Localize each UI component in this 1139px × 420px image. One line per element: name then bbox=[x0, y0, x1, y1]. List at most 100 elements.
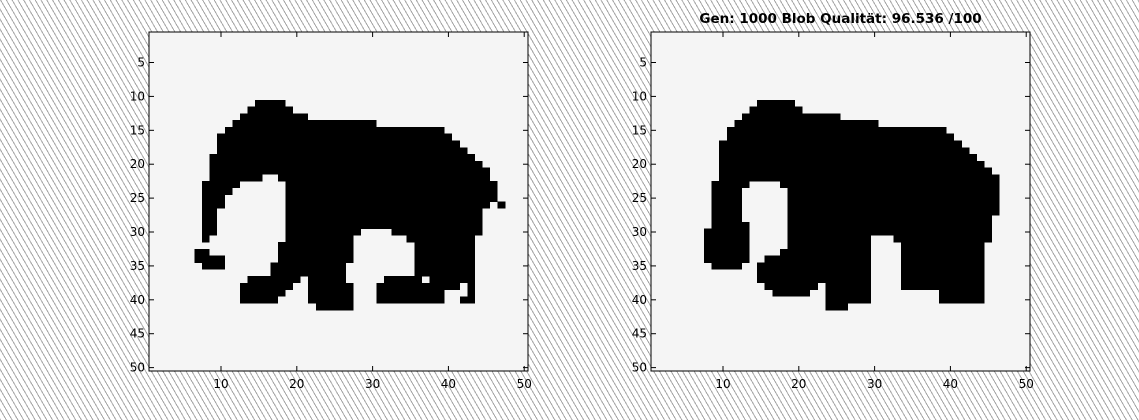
x-tick-label: 20 bbox=[791, 377, 806, 391]
filled-cell-run bbox=[704, 242, 750, 250]
filled-cell-run bbox=[467, 282, 475, 290]
filled-cell-run bbox=[726, 133, 955, 141]
filled-cell-run bbox=[787, 201, 1000, 209]
filled-cell-run bbox=[825, 289, 871, 297]
filled-cell-run bbox=[939, 296, 985, 304]
filled-cell-run bbox=[787, 187, 1000, 196]
filled-cell-run bbox=[711, 194, 742, 202]
filled-cell-run bbox=[202, 201, 225, 209]
filled-cell-run bbox=[277, 255, 354, 263]
filled-cell-run bbox=[719, 174, 1000, 182]
filled-cell-run bbox=[224, 126, 445, 134]
x-tick-label: 30 bbox=[365, 377, 380, 391]
y-tick-label: 15 bbox=[130, 123, 145, 137]
filled-cell-run bbox=[202, 262, 225, 270]
filled-cell-run bbox=[787, 221, 993, 229]
filled-cell-run bbox=[429, 276, 475, 284]
filled-cell-run bbox=[787, 228, 993, 236]
filled-cell-run bbox=[285, 208, 483, 216]
filled-cell-run bbox=[285, 201, 491, 209]
x-tick-label: 40 bbox=[441, 377, 456, 391]
filled-cell-run bbox=[497, 201, 506, 209]
filled-cell-run bbox=[825, 296, 871, 304]
filled-cell-run bbox=[232, 120, 377, 128]
filled-cell-run bbox=[711, 187, 742, 196]
chart-title: Gen: 1000 Blob Qualität: 96.536 /100 bbox=[699, 11, 981, 27]
filled-cell-run bbox=[901, 276, 985, 284]
filled-cell-run bbox=[719, 140, 962, 148]
y-tick-label: 50 bbox=[632, 361, 647, 375]
filled-cell-run bbox=[414, 262, 475, 270]
filled-cell-run bbox=[285, 235, 354, 243]
filled-cell-run bbox=[194, 255, 225, 263]
filled-cell-run bbox=[239, 296, 278, 304]
filled-cell-run bbox=[779, 181, 1000, 189]
filled-cell-run bbox=[414, 255, 475, 263]
filled-cell-run bbox=[406, 235, 475, 243]
filled-cell-run bbox=[901, 269, 985, 277]
filled-cell-run bbox=[270, 269, 347, 277]
filled-cell-run bbox=[901, 255, 985, 263]
y-tick-label: 20 bbox=[632, 157, 647, 171]
left-plot: 10 20 30 40 50 5 10 15 20 25 30 35 40 45 50 bbox=[130, 31, 532, 391]
filled-cell-run bbox=[787, 242, 871, 250]
y-tick-label: 40 bbox=[632, 293, 647, 307]
y-tick-label: 35 bbox=[130, 259, 145, 273]
filled-cell-run bbox=[277, 248, 354, 257]
filled-cell-run bbox=[376, 296, 445, 304]
filled-cell-run bbox=[719, 160, 985, 168]
filled-cell-run bbox=[270, 262, 347, 270]
filled-cell-run bbox=[704, 255, 750, 263]
y-tick-label: 25 bbox=[632, 191, 647, 205]
filled-cell-run bbox=[285, 181, 498, 189]
filled-cell-run bbox=[704, 248, 750, 257]
filled-cell-run bbox=[247, 106, 294, 114]
filled-cell-run bbox=[255, 99, 286, 107]
filled-cell-run bbox=[209, 160, 483, 168]
y-tick-label: 25 bbox=[130, 191, 145, 205]
filled-cell-run bbox=[391, 228, 483, 236]
filled-cell-run bbox=[741, 113, 841, 121]
filled-cell-run bbox=[893, 235, 993, 243]
filled-cell-run bbox=[825, 303, 849, 311]
filled-cell-run bbox=[787, 215, 993, 223]
filled-cell-run bbox=[383, 276, 422, 284]
y-tick-label: 15 bbox=[632, 123, 647, 137]
filled-cell-run bbox=[277, 242, 354, 250]
filled-cell-run bbox=[376, 282, 460, 290]
filled-cell-run bbox=[217, 140, 460, 148]
y-tick-label: 40 bbox=[130, 293, 145, 307]
filled-cell-run bbox=[202, 208, 218, 216]
x-tick-label: 10 bbox=[213, 377, 228, 391]
filled-cell-run bbox=[757, 269, 871, 277]
filled-cell-run bbox=[711, 215, 742, 223]
filled-cell-run bbox=[202, 235, 210, 243]
filled-cell-run bbox=[757, 276, 871, 284]
y-tick-label: 5 bbox=[137, 56, 145, 70]
filled-cell-run bbox=[285, 221, 483, 229]
filled-cells bbox=[194, 99, 506, 311]
x-tick-label: 20 bbox=[289, 377, 304, 391]
filled-cell-run bbox=[711, 181, 750, 189]
right-plot: 10 20 30 40 50 5 10 15 20 25 30 35 40 45 50 Gen: 1000 B… bbox=[632, 11, 1034, 391]
filled-cell-run bbox=[787, 194, 1000, 202]
filled-cell-run bbox=[194, 248, 210, 257]
filled-cell-run bbox=[217, 133, 453, 141]
filled-cell-run bbox=[711, 201, 742, 209]
filled-cell-run bbox=[757, 262, 871, 270]
filled-cell-run bbox=[787, 208, 1000, 216]
x-tick-label: 10 bbox=[715, 377, 730, 391]
filled-cell-run bbox=[202, 215, 218, 223]
filled-cell-run bbox=[308, 282, 354, 290]
y-tick-label: 30 bbox=[632, 225, 647, 239]
filled-cell-run bbox=[901, 282, 985, 290]
filled-cell-run bbox=[209, 154, 475, 162]
filled-cell-run bbox=[939, 289, 985, 297]
axes-frame bbox=[650, 31, 1031, 372]
y-tick-label: 35 bbox=[632, 259, 647, 273]
filled-cell-run bbox=[711, 208, 742, 216]
filled-cell-run bbox=[711, 262, 742, 270]
filled-cells bbox=[704, 99, 1000, 311]
axes-frame bbox=[148, 31, 529, 372]
